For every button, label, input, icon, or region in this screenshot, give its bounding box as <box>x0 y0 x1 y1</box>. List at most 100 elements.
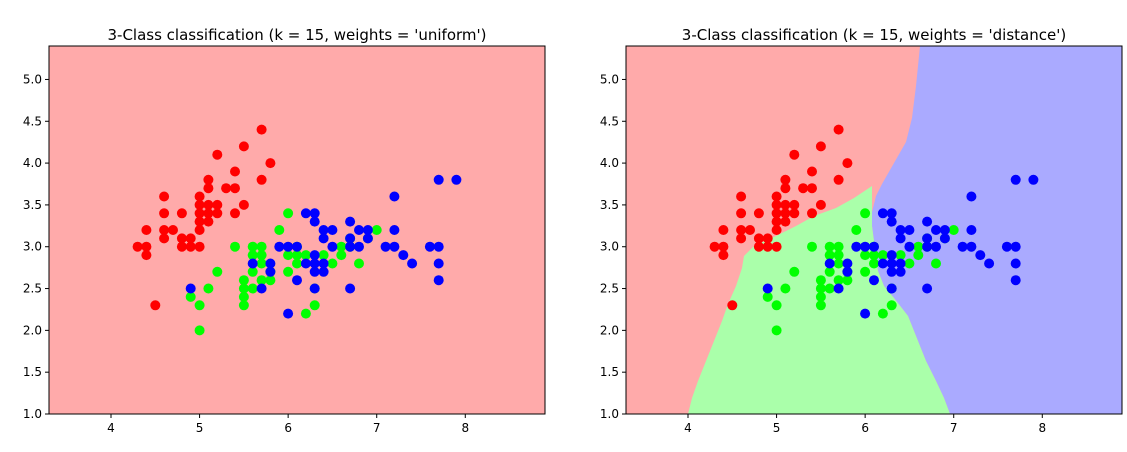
data-point <box>798 183 809 194</box>
x-tick-label: 8 <box>1038 421 1046 435</box>
data-point <box>877 308 888 319</box>
data-point <box>309 216 320 227</box>
data-point <box>292 275 302 286</box>
data-point <box>886 216 897 227</box>
data-point <box>931 225 941 235</box>
data-point <box>389 191 400 202</box>
y-axis-distance: 1.0 1.5 2.0 2.5 3.0 3.5 4.0 4.5 5.0 <box>600 72 626 421</box>
data-point <box>771 208 782 219</box>
data-point <box>132 241 143 252</box>
data-point <box>771 325 782 336</box>
data-point <box>203 183 214 194</box>
y-tick-label: 1.0 <box>23 407 42 421</box>
data-point <box>833 283 844 294</box>
data-point <box>913 250 924 261</box>
data-point <box>300 258 311 269</box>
y-tick-label: 1.5 <box>600 365 619 379</box>
data-point <box>345 216 356 227</box>
data-point <box>736 208 747 219</box>
data-point <box>327 258 338 269</box>
data-point <box>185 241 196 252</box>
data-point <box>203 283 214 294</box>
data-point <box>176 241 187 252</box>
data-point <box>203 208 214 219</box>
plot-frame <box>48 45 546 415</box>
data-point <box>274 241 285 252</box>
y-tick-label: 3.0 <box>23 240 42 254</box>
y-axis-uniform: 1.0 1.5 2.0 2.5 3.0 3.5 4.0 4.5 5.0 <box>23 72 49 421</box>
x-axis-uniform: 4 5 6 7 8 <box>107 414 469 435</box>
data-point <box>318 258 329 269</box>
data-point <box>948 225 959 235</box>
plot-frame <box>625 45 1123 415</box>
data-point <box>185 233 196 244</box>
data-point <box>904 258 915 269</box>
data-point <box>336 241 347 252</box>
data-point <box>345 241 356 252</box>
data-point <box>274 225 285 235</box>
x-tick-label: 5 <box>773 421 781 435</box>
data-point <box>718 225 729 235</box>
chart-title-uniform: 3-Class classification (k = 15, weights … <box>108 26 487 44</box>
data-point <box>327 225 338 235</box>
data-point <box>869 241 879 252</box>
y-tick-label: 1.0 <box>600 407 619 421</box>
data-point <box>780 208 791 219</box>
data-point <box>984 258 995 269</box>
data-point <box>318 250 329 261</box>
data-point <box>860 266 871 277</box>
data-point <box>185 291 196 302</box>
data-point <box>860 208 871 219</box>
data-point <box>256 283 267 294</box>
data-point <box>718 241 729 252</box>
data-point <box>771 241 782 252</box>
data-point <box>256 258 267 269</box>
data-point <box>265 158 276 169</box>
data-point <box>709 241 720 252</box>
data-point <box>833 174 844 185</box>
data-point <box>1010 275 1021 286</box>
data-point <box>824 258 835 269</box>
data-point <box>1010 174 1021 185</box>
data-point <box>256 124 267 135</box>
data-point <box>256 275 267 286</box>
y-tick-label: 3.0 <box>600 240 619 254</box>
data-point <box>354 225 364 235</box>
data-point <box>433 258 444 269</box>
data-point <box>433 241 444 252</box>
y-tick-label: 2.0 <box>600 323 619 337</box>
data-point <box>194 225 205 235</box>
data-point <box>1001 241 1012 252</box>
data-point <box>247 258 258 269</box>
data-point <box>860 308 871 319</box>
data-point <box>922 241 933 252</box>
plot-area-distance: 4 5 6 7 8 1.0 1.5 2.0 2.5 3.0 3.5 4.0 4.5 5.0 <box>600 45 1123 435</box>
chart-uniform: 3-Class classification (k = 15, weights … <box>23 26 546 435</box>
data-point <box>256 174 267 185</box>
data-point <box>309 258 320 269</box>
data-point <box>292 258 302 269</box>
data-point <box>194 216 205 227</box>
data-point <box>745 225 755 235</box>
scatter-points-distance <box>709 124 1039 336</box>
data-point <box>815 283 826 294</box>
data-point <box>389 241 400 252</box>
data-point <box>247 283 258 294</box>
data-point <box>762 291 773 302</box>
data-point <box>824 250 835 261</box>
data-point <box>895 225 906 235</box>
y-tick-label: 2.0 <box>23 323 42 337</box>
data-point <box>318 266 329 277</box>
data-point <box>771 300 782 311</box>
y-tick-label: 4.5 <box>600 114 619 128</box>
data-point <box>931 241 941 252</box>
data-point <box>238 283 249 294</box>
data-point <box>807 208 817 219</box>
data-point <box>815 300 826 311</box>
data-point <box>842 266 853 277</box>
data-point <box>824 283 835 294</box>
data-point <box>886 266 897 277</box>
data-point <box>931 258 941 269</box>
data-point <box>736 233 747 244</box>
data-point <box>922 233 933 244</box>
